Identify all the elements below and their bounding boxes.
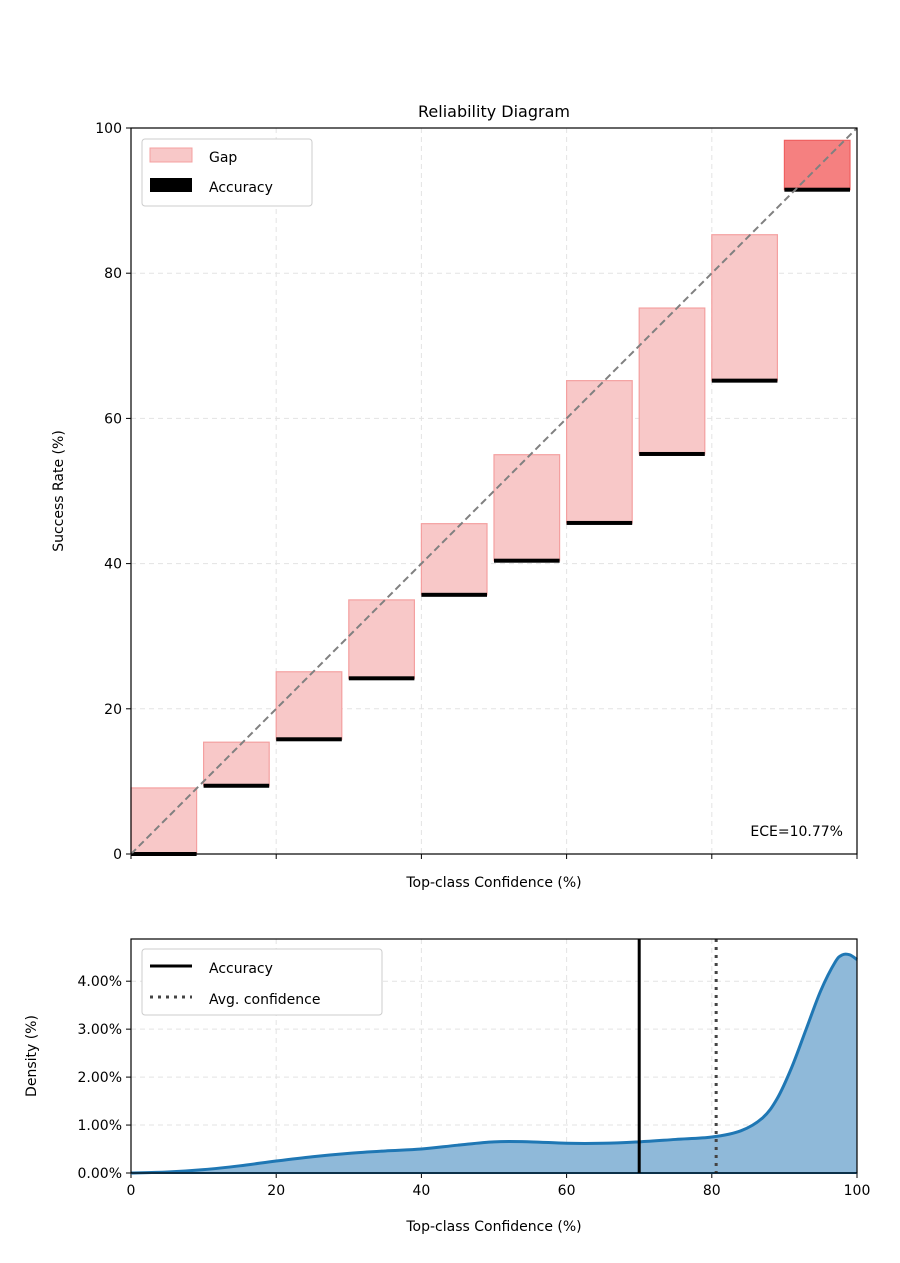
accuracy-bar	[639, 451, 705, 456]
gap-bar	[783, 139, 851, 191]
top-y-axis-label: Success Rate (%)	[51, 430, 67, 552]
gap-bar	[638, 307, 706, 455]
top-x-axis-label: Top-class Confidence (%)	[405, 875, 581, 891]
accuracy-bar	[348, 676, 415, 681]
legend-gap-swatch	[149, 147, 193, 163]
gap-bar	[275, 671, 343, 740]
bottom-x-axis-label: Top-class Confidence (%)	[405, 1219, 581, 1235]
y-tick-label: 20	[104, 702, 122, 718]
legend-accuracy-label: Accuracy	[209, 961, 273, 977]
gap-bar	[493, 454, 561, 562]
accuracy-bar	[203, 783, 270, 788]
gap-bar	[711, 234, 778, 382]
x-tick-label: 0	[127, 1183, 136, 1199]
x-tick-label: 40	[412, 1183, 430, 1199]
y-tick-label: 0	[113, 847, 122, 863]
bottom-legend: Accuracy Avg. confidence	[141, 948, 383, 1016]
bottom-y-axis-label: Density (%)	[24, 1015, 40, 1097]
accuracy-bar	[276, 737, 342, 742]
legend-avg-confidence-label: Avg. confidence	[209, 992, 320, 1008]
gap-bar	[348, 599, 415, 679]
gap-bar	[565, 380, 633, 524]
x-tick-label: 100	[844, 1183, 871, 1199]
top-legend: Gap Accuracy	[141, 138, 313, 207]
y-tick-label: 2.00%	[78, 1070, 122, 1086]
y-tick-label: 60	[104, 411, 122, 427]
accuracy-bar	[711, 378, 778, 383]
y-tick-label: 40	[104, 557, 122, 573]
density-line	[130, 952, 858, 1175]
gap-bar	[420, 523, 488, 596]
accuracy-bar	[784, 187, 850, 192]
y-tick-label: 100	[95, 121, 122, 137]
legend-gap-label: Gap	[209, 150, 237, 166]
bottom-plot-frame	[130, 938, 858, 1174]
y-tick-label: 0.00%	[78, 1166, 122, 1182]
legend-accuracy-swatch	[150, 178, 192, 192]
density-area	[131, 954, 857, 1173]
top-plot-frame	[130, 127, 858, 855]
accuracy-bar	[421, 592, 487, 597]
chart-title: Reliability Diagram	[418, 102, 570, 121]
x-tick-label: 80	[703, 1183, 721, 1199]
diagonal-line	[130, 127, 858, 855]
y-tick-label: 4.00%	[78, 974, 122, 990]
x-tick-label: 20	[267, 1183, 285, 1199]
y-tick-label: 80	[104, 266, 122, 282]
ece-annotation: ECE=10.77%	[750, 824, 843, 840]
x-tick-label: 60	[558, 1183, 576, 1199]
y-tick-label: 1.00%	[78, 1118, 122, 1134]
legend-accuracy-label: Accuracy	[209, 180, 273, 196]
accuracy-bar	[494, 558, 560, 563]
y-tick-label: 3.00%	[78, 1022, 122, 1038]
accuracy-bar	[566, 520, 633, 525]
